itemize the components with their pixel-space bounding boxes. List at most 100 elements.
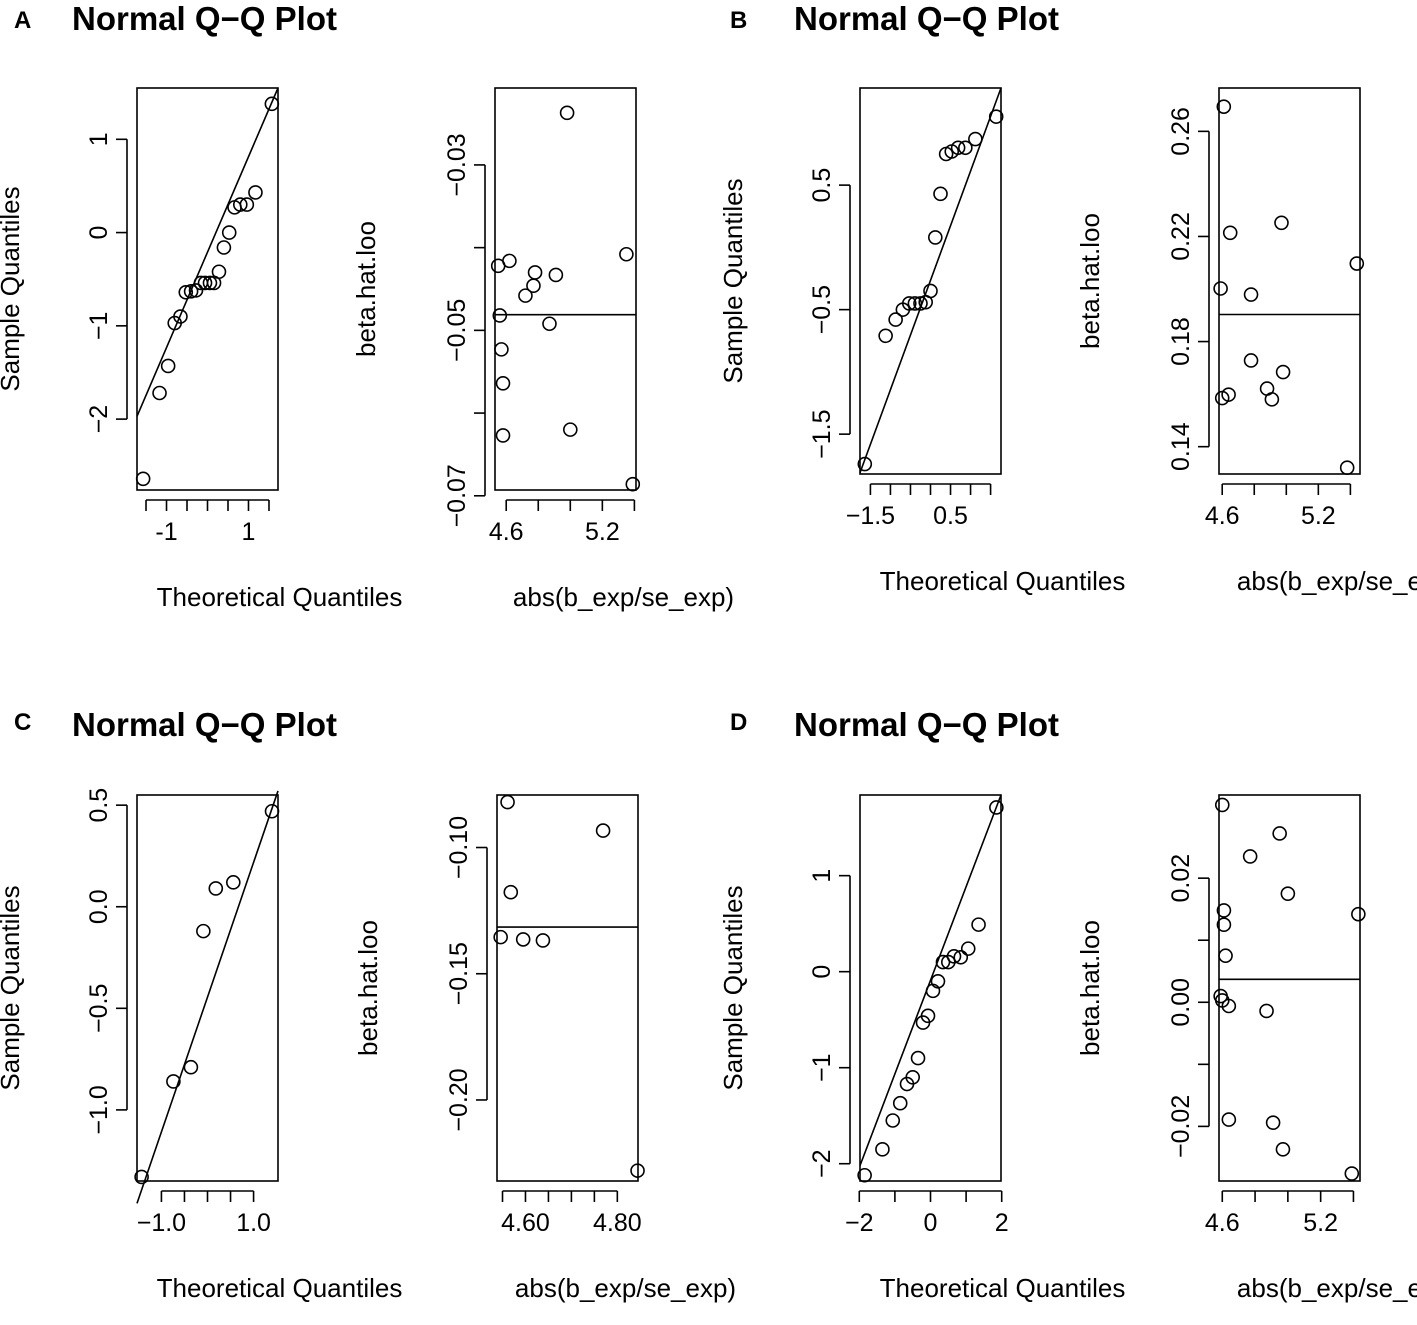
panel-b: B Normal Q−Q Plot −1.5 0.5 −1.5 −0.5 0.5 Th… [718, 0, 1417, 596]
x-ticks [505, 500, 636, 511]
y-ticks [116, 804, 127, 1111]
y-ticks [116, 138, 127, 420]
y-axis-label: Sample Quantiles [0, 885, 25, 1090]
data-point [1213, 281, 1228, 296]
data-point [1275, 364, 1291, 380]
data-point [1243, 353, 1259, 368]
qq-plot-title-c: Normal Q−Q Plot [72, 706, 337, 743]
y-axis-label: beta.hat.loo [351, 221, 381, 357]
data-point [515, 932, 531, 947]
y-tick-label: −1 [808, 1053, 836, 1082]
y-tick-labels: −2 −1 0 1 [85, 132, 113, 433]
data-point [1275, 1142, 1291, 1157]
y-tick-label: −1.0 [85, 1085, 113, 1134]
data-point [1216, 903, 1232, 918]
x-tick-label: 5.2 [585, 518, 620, 546]
data-point [173, 309, 188, 324]
x-tick-label: 4.6 [1205, 502, 1240, 530]
data-points [135, 96, 280, 487]
data-point [1221, 998, 1237, 1014]
data-point [968, 131, 983, 147]
x-ticks [1221, 484, 1352, 495]
qq-plot-d: −2 0 2 −2 −1 0 1 Theoretical Quantiles Sample… [718, 794, 1125, 1303]
panel-a: A Normal Q−Q Plot -1 1 −2 −1 0 1 Theoretical… [0, 0, 734, 612]
y-ticks [474, 164, 485, 497]
y-tick-label: −0.05 [443, 299, 471, 362]
data-point [1351, 906, 1366, 922]
data-point [989, 800, 1004, 815]
data-point [1264, 392, 1280, 407]
qq-plot-title-b: Normal Q−Q Plot [794, 0, 1059, 37]
data-point [971, 917, 986, 932]
data-point [495, 428, 511, 443]
x-tick-label: 4.6 [1205, 1209, 1240, 1237]
data-point [630, 1163, 645, 1178]
data-point [527, 265, 543, 280]
data-point [857, 1167, 872, 1183]
x-tick-label: 5.2 [1303, 1209, 1338, 1237]
y-tick-label: 0.0 [85, 889, 113, 924]
x-tick-label: 0.5 [933, 502, 968, 530]
x-tick-label: 4.60 [501, 1209, 550, 1237]
data-point [178, 284, 194, 300]
x-tick-labels: 4.6 5.2 [1205, 502, 1336, 530]
data-point [152, 385, 167, 401]
x-tick-labels: −1.5 0.5 [846, 502, 968, 530]
data-point [933, 186, 948, 202]
scatter-plot-b: 4.6 5.2 0.14 0.18 0.22 0.26 abs(b_exp/se_exp… [1075, 87, 1417, 596]
x-axis-label: Theoretical Quantiles [157, 1273, 403, 1303]
x-tick-label: −2 [845, 1209, 874, 1237]
data-point [202, 275, 218, 291]
x-tick-labels: −1.0 1.0 [137, 1209, 271, 1237]
y-tick-labels: −1.5 −0.5 0.5 [808, 168, 836, 459]
y-tick-label: 0.22 [1167, 212, 1195, 261]
data-point [239, 197, 255, 212]
data-point [1242, 849, 1258, 864]
data-points [857, 109, 1004, 472]
data-point [500, 794, 515, 810]
y-tick-label: 0.5 [85, 788, 113, 823]
y-tick-label: 0.14 [1167, 422, 1195, 471]
data-point [958, 140, 973, 156]
data-point [183, 284, 199, 299]
x-tick-label: 2 [995, 1209, 1009, 1237]
data-point [857, 456, 873, 472]
qq-plot-c: −1.0 1.0 −1.0 −0.5 0.0 0.5 Theoretical Quant… [0, 788, 402, 1303]
data-points [857, 800, 1004, 1183]
plot-frame [136, 87, 279, 491]
x-axis-label: abs(b_exp/se_exp) [1237, 1273, 1417, 1303]
y-axis-label: Sample Quantiles [718, 885, 748, 1090]
data-point [135, 471, 151, 487]
x-ticks [501, 1191, 619, 1202]
y-tick-label: 1 [808, 869, 836, 883]
y-tick-labels: −0.02 0.00 0.02 [1167, 854, 1195, 1158]
data-point [1214, 797, 1230, 813]
data-point [910, 1050, 926, 1066]
x-axis-label: abs(b_exp/se_exp) [1237, 566, 1417, 596]
data-point [495, 375, 511, 391]
data-point [1339, 460, 1355, 475]
data-point [221, 225, 237, 240]
data-point [901, 296, 917, 311]
qq-plot-b: −1.5 0.5 −1.5 −0.5 0.5 Theoretical Quantile… [718, 87, 1125, 596]
data-points [1213, 797, 1366, 1181]
y-ticks [839, 184, 850, 435]
data-point [518, 288, 533, 303]
y-ticks [476, 846, 487, 1101]
data-point [950, 140, 966, 156]
data-point [960, 941, 976, 956]
y-axis-label: beta.hat.loo [1075, 920, 1105, 1056]
y-tick-label: 0 [808, 965, 836, 979]
data-point [1280, 886, 1296, 901]
data-point [183, 1059, 199, 1075]
data-point [907, 296, 923, 311]
y-tick-labels: 0.14 0.18 0.22 0.26 [1167, 107, 1195, 471]
scatter-plot-d: 4.6 5.2 −0.02 0.00 0.02 abs(b_exp/se_exp) b… [1075, 794, 1417, 1303]
x-tick-label: −1.5 [846, 502, 895, 530]
data-point [196, 923, 211, 939]
y-tick-label: 0.5 [808, 168, 836, 203]
data-point [248, 185, 263, 200]
qq-reference-line [136, 790, 279, 1204]
data-point [160, 358, 176, 374]
plot-frame [1218, 87, 1361, 475]
